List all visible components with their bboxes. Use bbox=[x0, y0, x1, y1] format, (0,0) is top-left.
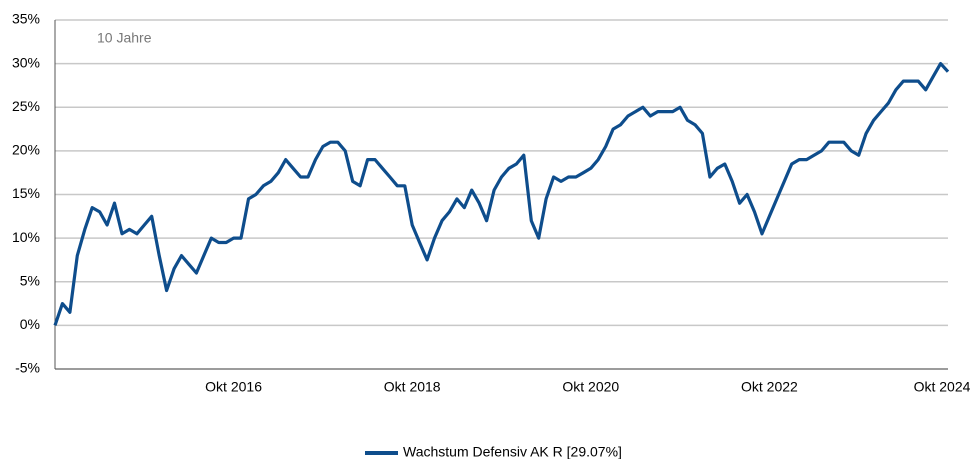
annotation: 10 Jahre bbox=[97, 30, 152, 46]
legend-label: Wachstum Defensiv AK R [29.07%] bbox=[403, 444, 622, 459]
y-tick-label: 35% bbox=[12, 11, 40, 27]
y-tick-label: -5% bbox=[15, 360, 40, 376]
x-tick-label: Okt 2024 bbox=[914, 379, 971, 395]
x-tick-label: Okt 2022 bbox=[741, 379, 798, 395]
x-tick-label: Okt 2020 bbox=[562, 379, 619, 395]
y-tick-label: 30% bbox=[12, 54, 40, 70]
y-tick-label: 5% bbox=[20, 272, 40, 288]
y-tick-label: 15% bbox=[12, 185, 40, 201]
line bbox=[53, 62, 950, 326]
y-tick-label: 10% bbox=[12, 229, 40, 245]
x-tick-label: Okt 2016 bbox=[205, 379, 262, 395]
x-tick-label: Okt 2018 bbox=[384, 379, 441, 395]
y-tick-label: 20% bbox=[12, 142, 40, 158]
y-tick-label: 0% bbox=[20, 316, 40, 332]
y-tick-label: 25% bbox=[12, 98, 40, 114]
